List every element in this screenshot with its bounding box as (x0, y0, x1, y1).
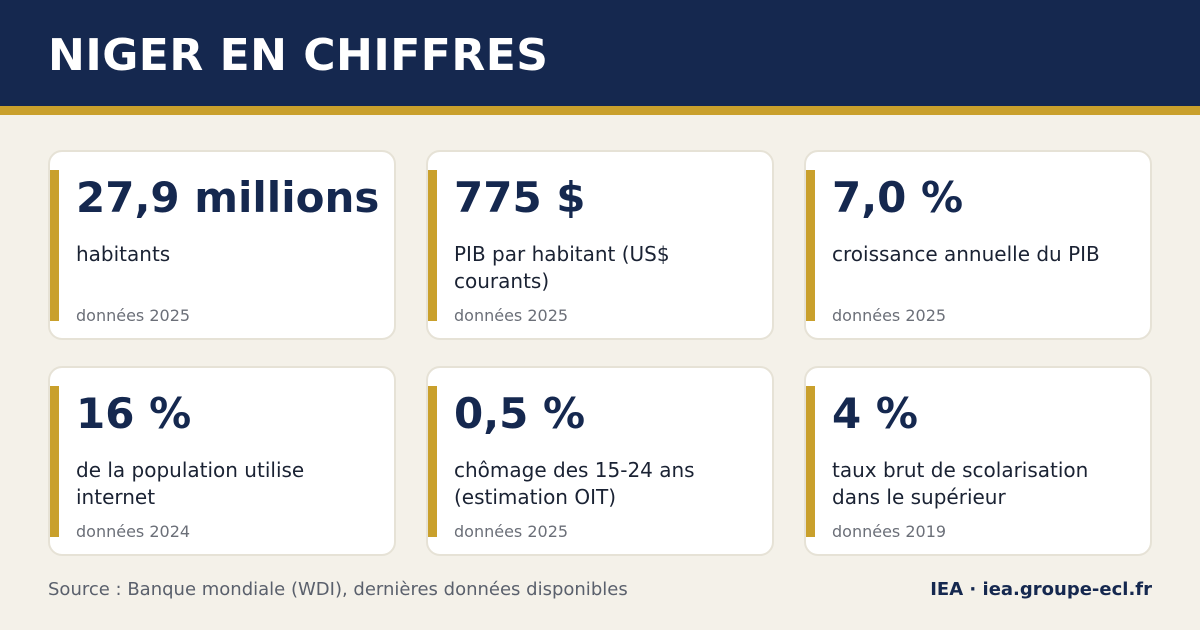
stat-label: habitants (76, 242, 171, 266)
stat-card-gdp-growth: 7,0 % croissance annuelle du PIB données… (804, 150, 1152, 340)
card-accent-bar (428, 386, 437, 537)
page-title: NIGER EN CHIFFRES (48, 30, 549, 81)
header-divider (0, 106, 1200, 115)
stat-label: taux brut de scolarisation dans le supér… (832, 458, 1089, 509)
stat-card-tertiary-enrollment: 4 % taux brut de scolarisation dans le s… (804, 366, 1152, 556)
brand-link[interactable]: IEA · iea.groupe-ecl.fr (930, 579, 1152, 600)
stat-year: données 2019 (832, 522, 947, 541)
card-accent-bar (428, 170, 437, 321)
card-accent-bar (806, 386, 815, 537)
stat-year: données 2025 (454, 522, 569, 541)
stat-label: de la population utilise internet (76, 458, 305, 509)
stat-label: PIB par habitant (US$ courants) (454, 242, 670, 293)
stat-label: chômage des 15-24 ans (estimation OIT) (454, 458, 695, 509)
stat-year: données 2025 (76, 306, 191, 325)
stat-value: 27,9 millions (76, 173, 380, 222)
source-note: Source : Banque mondiale (WDI), dernière… (48, 579, 628, 600)
stat-value: 775 $ (454, 173, 586, 222)
stat-year: données 2025 (832, 306, 947, 325)
stat-card-gdp-per-capita: 775 $ PIB par habitant (US$ courants) do… (426, 150, 774, 340)
stat-card-population: 27,9 millions habitants données 2025 (48, 150, 396, 340)
stat-year: données 2025 (454, 306, 569, 325)
stat-value: 4 % (832, 389, 918, 438)
stat-value: 0,5 % (454, 389, 586, 438)
stat-card-youth-unemployment: 0,5 % chômage des 15-24 ans (estimation … (426, 366, 774, 556)
stat-year: données 2024 (76, 522, 191, 541)
header-banner: NIGER EN CHIFFRES (0, 0, 1200, 106)
stat-label: croissance annuelle du PIB (832, 242, 1100, 266)
card-accent-bar (50, 170, 59, 321)
card-accent-bar (50, 386, 59, 537)
stat-value: 16 % (76, 389, 192, 438)
stat-card-internet-use: 16 % de la population utilise internet d… (48, 366, 396, 556)
stat-value: 7,0 % (832, 173, 964, 222)
card-accent-bar (806, 170, 815, 321)
